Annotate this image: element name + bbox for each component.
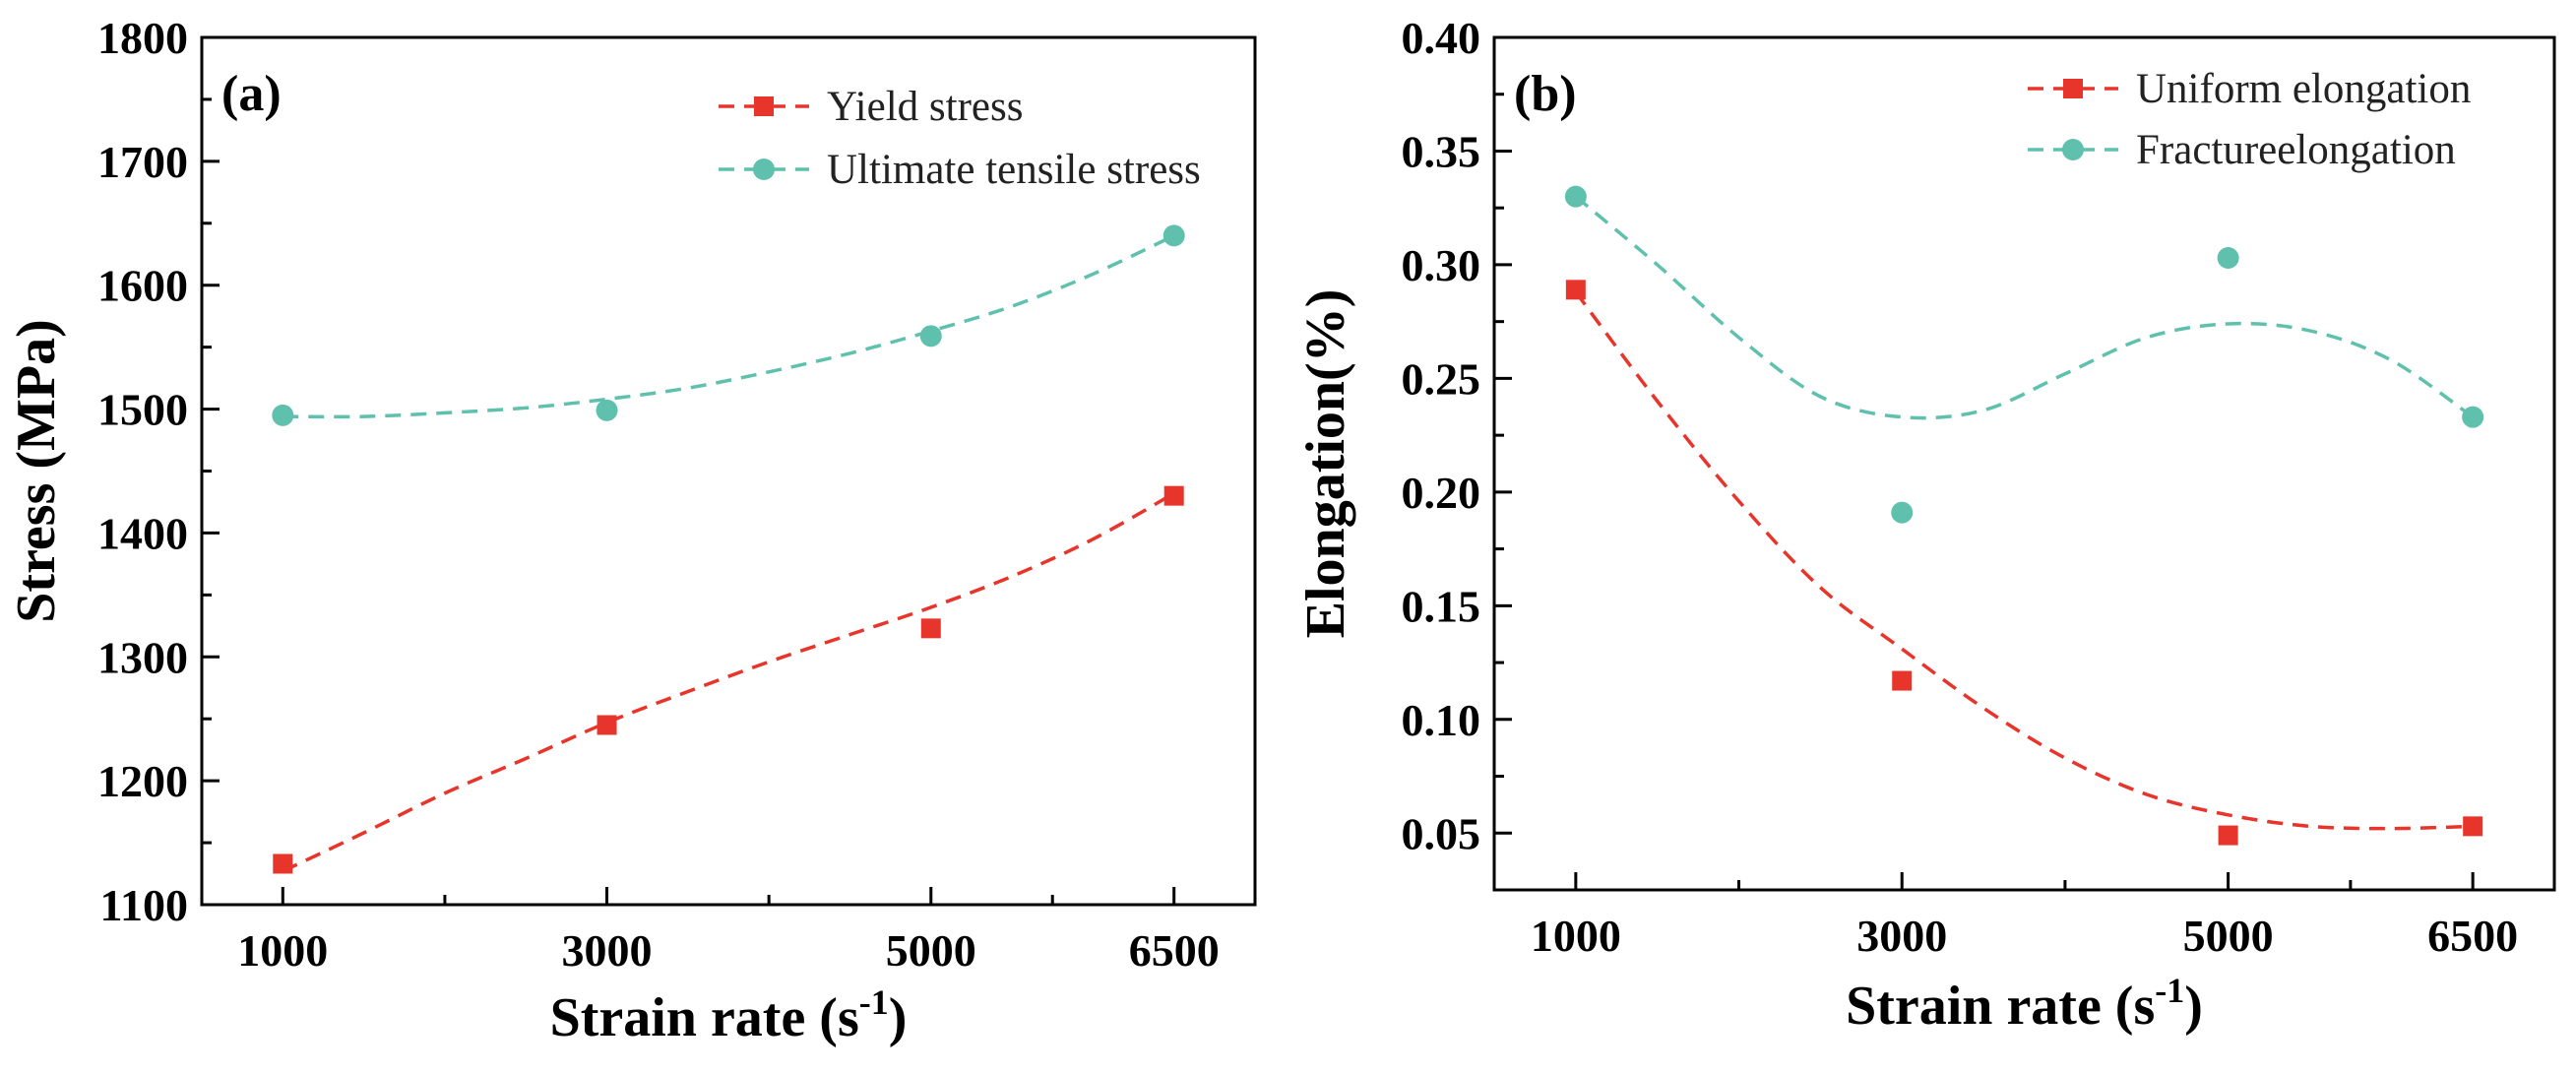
y-tick-label: 0.25 bbox=[1402, 353, 1481, 404]
data-point bbox=[2218, 825, 2238, 846]
x-tick-label: 1000 bbox=[1531, 911, 1621, 961]
y-tick-label: 1700 bbox=[97, 137, 188, 187]
data-point bbox=[272, 404, 294, 426]
y-tick-label: 1400 bbox=[97, 508, 188, 558]
legend-entry: Yield stress bbox=[719, 84, 1023, 130]
x-tick-label: 1000 bbox=[237, 925, 328, 976]
legend-label: Yield stress bbox=[827, 84, 1023, 130]
x-axis-title-superscript: -1 bbox=[2155, 971, 2184, 1010]
data-point bbox=[597, 715, 617, 735]
x-axis-title: Strain rate (s-1) bbox=[1846, 971, 2203, 1037]
legend-entry: Uniform elongation bbox=[2028, 66, 2471, 112]
legend-entry: Fractureelongation bbox=[2028, 127, 2456, 173]
legend-label: Fractureelongation bbox=[2136, 127, 2456, 173]
legend-label: Ultimate tensile stress bbox=[827, 147, 1201, 193]
x-axis-title-superscript: -1 bbox=[859, 982, 889, 1022]
y-axis-title: Stress (MPa) bbox=[6, 319, 67, 622]
series-0 bbox=[1565, 280, 2483, 846]
legend-marker bbox=[2062, 139, 2084, 160]
data-point bbox=[1892, 670, 1913, 691]
x-tick-label: 5000 bbox=[2183, 911, 2274, 961]
legend-entry: Ultimate tensile stress bbox=[719, 147, 1201, 193]
y-axis-title: Elongation(%) bbox=[1295, 289, 1356, 639]
x-axis-title-suffix: ) bbox=[2184, 976, 2203, 1037]
data-point bbox=[1891, 501, 1914, 524]
x-tick-label: 5000 bbox=[886, 925, 976, 976]
y-tick-label: 0.15 bbox=[1402, 581, 1481, 631]
panel-a: 1100 1200 1300 1400 1500 1600 1700 1800 1000 3000… bbox=[6, 13, 1257, 1048]
data-point bbox=[1565, 280, 1586, 300]
data-point bbox=[273, 853, 293, 874]
plot-frame bbox=[1492, 35, 2556, 892]
data-point bbox=[1564, 185, 1587, 208]
y-tick-label: 1100 bbox=[100, 880, 188, 930]
data-point bbox=[596, 399, 618, 421]
y-tick-label: 1800 bbox=[97, 13, 188, 63]
x-tick-label: 3000 bbox=[1856, 911, 1947, 961]
series-1 bbox=[1564, 185, 2484, 524]
legend-marker bbox=[2063, 79, 2083, 98]
data-point bbox=[1163, 485, 1184, 506]
legend-marker bbox=[754, 96, 774, 116]
legend-label: Uniform elongation bbox=[2136, 66, 2471, 112]
series-0 bbox=[273, 485, 1184, 874]
y-tick-label: 1300 bbox=[97, 632, 188, 682]
fit-line bbox=[282, 491, 1175, 873]
data-point bbox=[920, 618, 941, 639]
x-axis-title: Strain rate (s-1) bbox=[550, 982, 908, 1048]
y-tick-label: 0.10 bbox=[1402, 695, 1481, 745]
data-point bbox=[2463, 816, 2483, 837]
fit-line bbox=[1574, 195, 2475, 420]
y-tick-label: 0.05 bbox=[1402, 808, 1481, 858]
y-tick-label: 1600 bbox=[97, 261, 188, 311]
x-tick-label: 6500 bbox=[1129, 925, 1220, 976]
data-point bbox=[1162, 224, 1185, 247]
x-tick-label: 3000 bbox=[562, 925, 653, 976]
fit-line bbox=[283, 233, 1175, 419]
x-axis-title-text: Strain rate (s bbox=[1846, 976, 2155, 1037]
fit-line bbox=[1574, 290, 2474, 831]
panel-b: 0.05 0.10 0.15 0.20 0.25 0.30 0.35 0.40 1000 3000… bbox=[1295, 13, 2556, 1037]
y-tick-label: 0.40 bbox=[1402, 13, 1481, 63]
legend-marker bbox=[753, 158, 775, 180]
y-tick-label: 0.30 bbox=[1402, 240, 1481, 290]
y-tick-label: 1500 bbox=[97, 385, 188, 435]
x-axis-title-suffix: ) bbox=[889, 987, 908, 1048]
data-point bbox=[2462, 406, 2484, 428]
x-tick-label: 6500 bbox=[2427, 911, 2518, 961]
panel-label: (a) bbox=[221, 66, 282, 122]
data-point bbox=[2217, 247, 2239, 270]
y-tick-label: 0.35 bbox=[1402, 126, 1481, 176]
x-axis-title-text: Strain rate (s bbox=[550, 987, 859, 1048]
y-tick-label: 0.20 bbox=[1402, 468, 1481, 518]
data-point bbox=[919, 325, 942, 347]
y-tick-label: 1200 bbox=[97, 756, 188, 806]
panel-label: (b) bbox=[1514, 66, 1577, 122]
series-1 bbox=[272, 224, 1185, 426]
